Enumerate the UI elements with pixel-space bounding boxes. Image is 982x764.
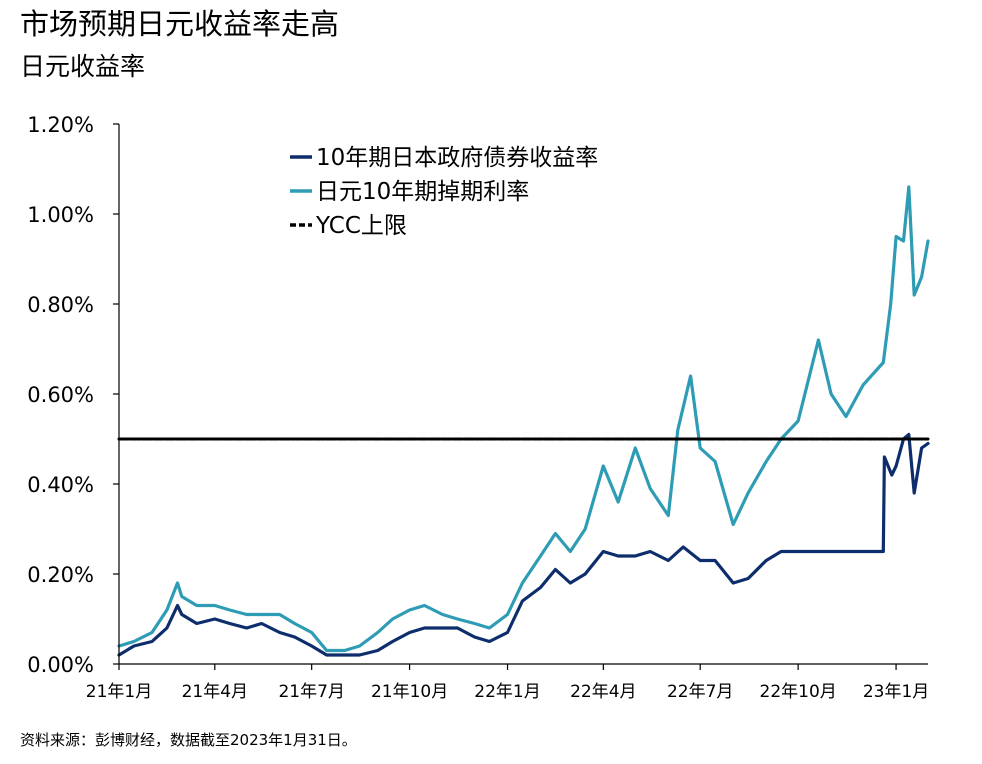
x-tick-label: 22年10月 — [760, 682, 837, 702]
y-tick-label: 0.20% — [27, 563, 94, 587]
x-axis-ticks: 21年1月 21年4月 21年7月 21年10月 22年1月 22年4月 22年7月 22年1… — [86, 664, 929, 702]
x-tick-label: 21年10月 — [371, 682, 448, 702]
source-note: 资料来源：彭博财经，数据截至2023年1月31日。 — [20, 731, 357, 749]
chart-subtitle: 日元收益率 — [20, 52, 146, 81]
y-tick-label: 0.00% — [27, 653, 94, 677]
axes — [118, 124, 928, 665]
x-tick-label: 22年7月 — [667, 682, 733, 702]
x-tick-label: 22年1月 — [474, 682, 540, 702]
series-line-2 — [117, 185, 930, 653]
x-tick-label: 21年7月 — [278, 682, 344, 702]
x-tick-label: 21年1月 — [86, 682, 152, 702]
x-tick-label: 22年4月 — [570, 682, 636, 702]
y-tick-label: 0.80% — [27, 293, 94, 317]
y-tick-label: 0.40% — [27, 473, 94, 497]
x-tick-label: 23年1月 — [863, 682, 929, 702]
series-layer — [117, 185, 930, 657]
series-line-1 — [117, 432, 930, 657]
chart-title: 市场预期日元收益率走高 — [20, 7, 340, 41]
legend-label: 日元10年期掉期利率 — [316, 179, 529, 205]
y-tick-label: 0.60% — [27, 383, 94, 407]
y-tick-label: 1.00% — [27, 203, 94, 227]
legend-label: 10年期日本政府债券收益率 — [316, 145, 598, 171]
y-tick-label: 1.20% — [27, 113, 94, 137]
y-axis-ticks: 0.00% 0.20% 0.40% 0.60% 0.80% 1.00% 1.20% — [27, 113, 119, 677]
legend-label: YCC上限 — [315, 213, 407, 239]
x-tick-label: 21年4月 — [182, 682, 248, 702]
